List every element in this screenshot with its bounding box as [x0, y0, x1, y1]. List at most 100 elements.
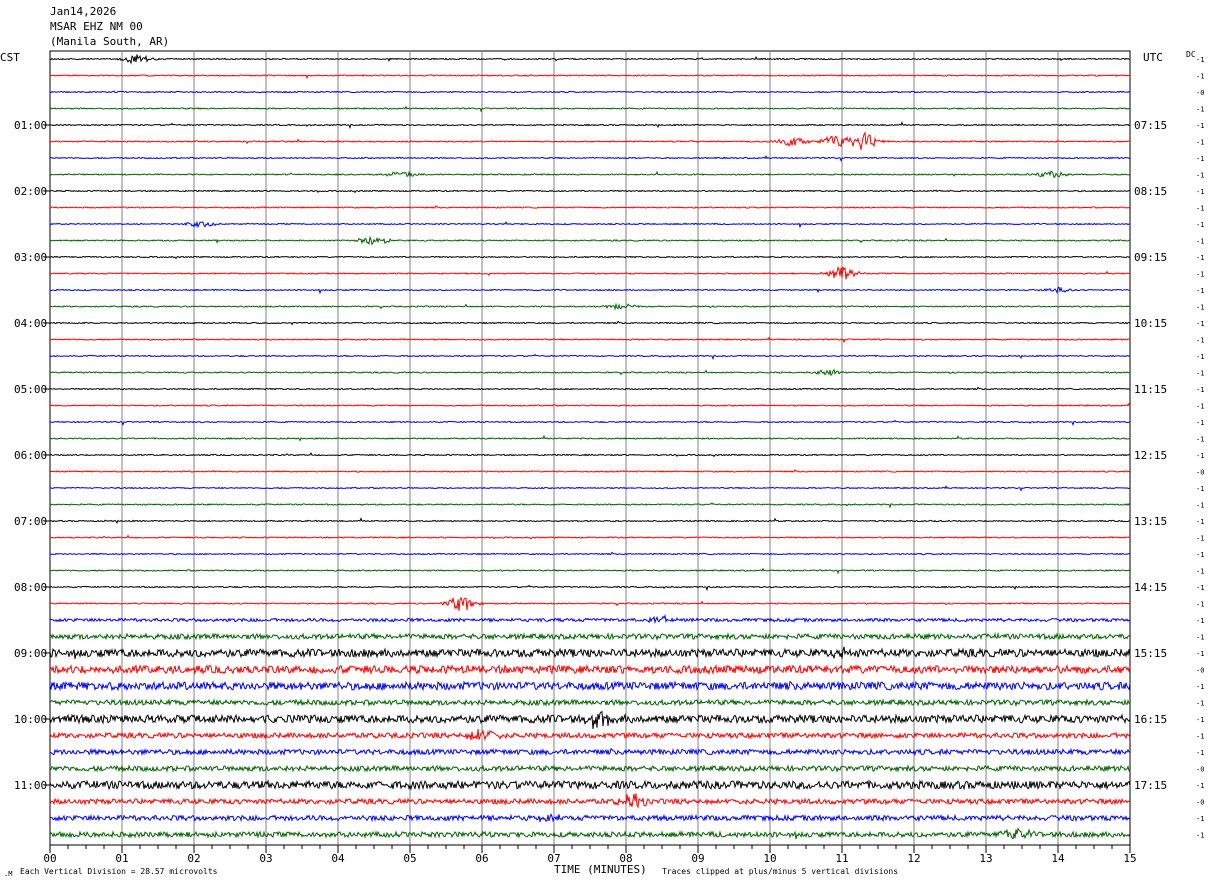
dc-offset-label: -1: [1196, 535, 1204, 543]
dc-offset-label: -1: [1196, 815, 1204, 823]
trace-line: [49, 827, 1131, 840]
trace-line: [49, 551, 1131, 556]
x-tick-label: 03: [259, 852, 272, 865]
utc-hour-label: 09:15: [1134, 251, 1167, 264]
dc-offset-label: -0: [1196, 766, 1204, 774]
utc-hour-label: 17:15: [1134, 779, 1167, 792]
x-tick-label: 12: [907, 852, 920, 865]
trace-line: [49, 747, 1131, 757]
dc-offset-label: -1: [1196, 254, 1204, 262]
seismic-traces: [49, 54, 1131, 840]
chart-date: Jan14,2026: [50, 5, 116, 18]
cst-hour-label: 10:00: [14, 713, 47, 726]
dc-offset-label: -1: [1196, 370, 1204, 378]
dc-offset-label: -1: [1196, 73, 1204, 81]
plot-frame: [49, 50, 1131, 846]
trace-line: [49, 386, 1131, 391]
dc-offset-label: -1: [1196, 683, 1204, 691]
trace-line: [49, 302, 1131, 311]
dc-offset-label: -1: [1196, 601, 1204, 609]
chart-station: MSAR EHZ NM 00: [50, 20, 143, 33]
cst-hour-label: 06:00: [14, 449, 47, 462]
trace-line: [49, 155, 1131, 162]
x-tick-label: 07: [547, 852, 560, 865]
utc-hour-label: 14:15: [1134, 581, 1167, 594]
trace-line: [49, 469, 1131, 473]
trace-line: [50, 265, 1131, 280]
dc-offset-label: -1: [1196, 139, 1204, 147]
dc-offset-label: -1: [1196, 403, 1204, 411]
dc-label: DC: [1186, 50, 1196, 59]
x-tick-label: 05: [403, 852, 416, 865]
left-axis-label: CST: [0, 51, 20, 64]
cst-hour-label: 07:00: [14, 515, 47, 528]
x-tick-label: 06: [475, 852, 488, 865]
cst-hour-label: 03:00: [14, 251, 47, 264]
utc-hour-labels: 07:15 08:15 09:15 10:15 11:15 12:15 13:15 14:15…: [1134, 119, 1167, 792]
x-tick-label: 10: [763, 852, 776, 865]
trace-line: [49, 320, 1131, 326]
dc-offset-label: -0: [1196, 799, 1204, 807]
dc-offset-label: -0: [1196, 89, 1204, 97]
dc-offset-label: -1: [1196, 353, 1204, 361]
cst-hour-labels: 01:00 02:00 03:00 04:00 05:00 06:00 07:00 08:00…: [14, 119, 50, 792]
x-tick-label: 11: [835, 852, 848, 865]
utc-hour-label: 08:15: [1134, 185, 1167, 198]
trace-line: [49, 614, 1131, 625]
trace-line: [49, 402, 1131, 407]
dc-offset-label: -1: [1196, 716, 1204, 724]
trace-line: [49, 434, 1131, 442]
utc-hour-label: 16:15: [1134, 713, 1167, 726]
x-axis-ticks: 00 01 02 03 04 05 06 07 08 09 10 11 12 13 14 15: [43, 845, 1137, 865]
dc-offset-label: -1: [1196, 304, 1204, 312]
trace-line: [49, 779, 1131, 791]
trace-line: [49, 813, 1131, 823]
trace-line: [49, 584, 1131, 592]
dc-offset-label: -1: [1196, 502, 1204, 510]
dc-offset-label: -1: [1196, 634, 1204, 642]
trace-line: [49, 698, 1131, 707]
dc-offset-label: -1: [1196, 172, 1204, 180]
x-tick-label: 15: [1123, 852, 1136, 865]
trace-line: [49, 596, 1131, 612]
dc-offset-label: -1: [1196, 337, 1204, 345]
dc-offset-label: -0: [1196, 469, 1204, 477]
trace-line: [49, 452, 1130, 458]
dc-offset-label: -1: [1196, 733, 1204, 741]
dc-offset-label: -1: [1196, 584, 1204, 592]
utc-hour-label: 13:15: [1134, 515, 1167, 528]
x-tick-label: 14: [1051, 852, 1065, 865]
scale-note: Each Vertical Division = 28.57 microvolt…: [20, 867, 218, 876]
trace-line: [49, 793, 1131, 809]
dc-offset-label: -1: [1196, 56, 1204, 64]
dc-offset-label: -1: [1196, 650, 1204, 658]
trace-line: [49, 336, 1131, 344]
x-tick-label: 13: [979, 852, 992, 865]
cst-hour-label: 05:00: [14, 383, 47, 396]
dc-offset-label: -1: [1196, 122, 1204, 130]
utc-hour-label: 07:15: [1134, 119, 1167, 132]
trace-line: [49, 485, 1131, 492]
minute-gridlines: [121, 51, 1059, 845]
cst-hour-label: 11:00: [14, 779, 47, 792]
utc-hour-label: 12:15: [1134, 449, 1167, 462]
trace-line: [49, 534, 1131, 540]
trace-line: [49, 235, 1131, 246]
x-tick-label: 00: [43, 852, 56, 865]
dc-offset-label: -1: [1196, 155, 1204, 163]
trace-line: [49, 728, 1131, 742]
dc-offset-label: -1: [1196, 106, 1204, 114]
x-tick-label: 01: [115, 852, 128, 865]
trace-line: [49, 189, 1131, 194]
cst-hour-label: 04:00: [14, 317, 47, 330]
cst-hour-label: 01:00: [14, 119, 47, 132]
trace-line: [49, 368, 1131, 377]
dc-offset-label: -1: [1196, 419, 1204, 427]
trace-line: [49, 90, 1131, 94]
dc-offset-label: -1: [1196, 617, 1204, 625]
footer-mark: .M: [4, 870, 12, 878]
utc-hour-label: 10:15: [1134, 317, 1167, 330]
cst-hour-label: 09:00: [14, 647, 47, 660]
chart-location: (Manila South, AR): [50, 35, 169, 48]
